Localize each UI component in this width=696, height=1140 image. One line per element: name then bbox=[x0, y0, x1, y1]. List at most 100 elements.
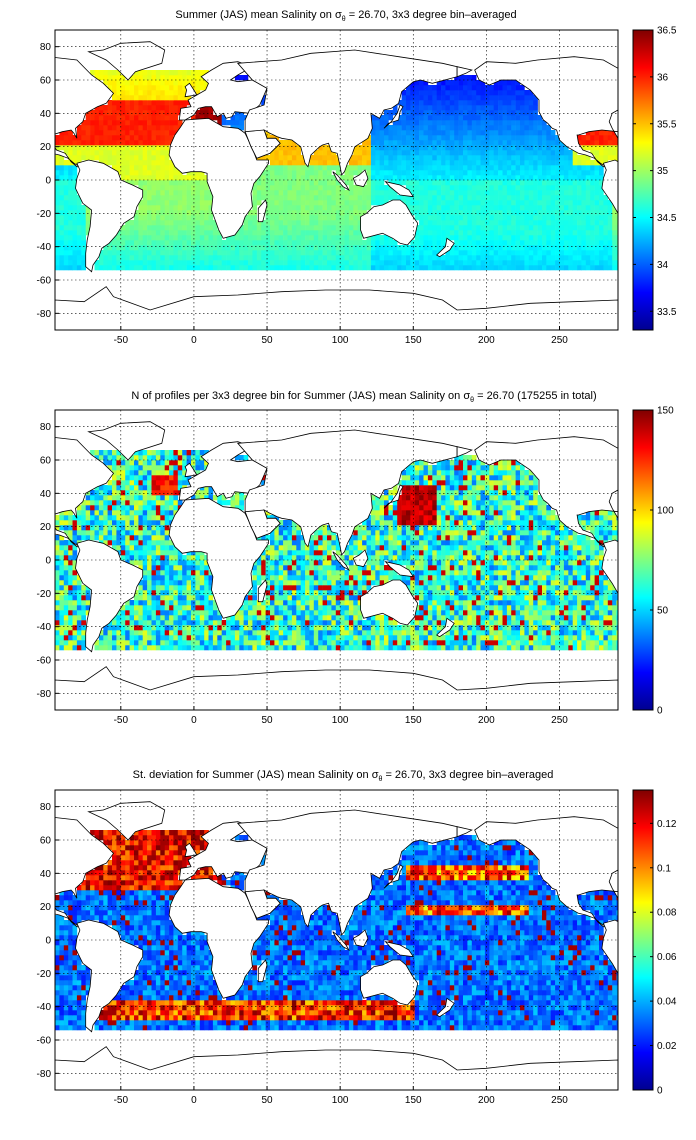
heat-cell bbox=[480, 175, 486, 181]
heat-cell bbox=[239, 260, 244, 266]
heat-cell bbox=[112, 155, 117, 161]
heat-cell bbox=[471, 160, 477, 166]
heat-cell bbox=[313, 210, 319, 216]
heat-cell bbox=[335, 245, 341, 251]
heat-cell bbox=[270, 640, 275, 646]
heat-cell bbox=[616, 235, 618, 241]
heat-cell bbox=[467, 120, 473, 126]
heat-cell bbox=[300, 205, 306, 211]
heat-cell bbox=[384, 630, 389, 636]
heat-cell bbox=[169, 175, 174, 181]
heat-cell bbox=[533, 110, 538, 116]
heat-cell bbox=[419, 595, 424, 601]
heat-cell bbox=[594, 245, 600, 251]
heat-cell bbox=[445, 210, 451, 216]
heat-cell bbox=[195, 210, 201, 216]
heat-cell bbox=[546, 235, 551, 241]
heat-cell bbox=[164, 175, 170, 181]
heat-cell bbox=[230, 250, 236, 256]
map-body bbox=[55, 30, 618, 330]
heat-cell bbox=[463, 115, 468, 121]
heat-cell bbox=[484, 85, 490, 91]
heat-cell bbox=[59, 130, 65, 136]
heat-cell bbox=[520, 230, 525, 236]
heat-cell bbox=[204, 255, 209, 261]
heat-cell bbox=[423, 105, 429, 111]
heat-cell bbox=[498, 190, 503, 196]
heat-cell bbox=[305, 605, 310, 611]
heat-cell bbox=[248, 615, 253, 621]
heat-cell bbox=[142, 70, 148, 76]
heat-cell bbox=[322, 175, 328, 181]
heat-cell bbox=[357, 230, 363, 236]
heat-cell bbox=[243, 595, 249, 601]
heat-cell bbox=[76, 595, 82, 601]
heat-cell bbox=[116, 610, 122, 616]
heat-cell bbox=[76, 260, 82, 266]
heat-cell bbox=[555, 205, 560, 211]
heat-cell bbox=[94, 260, 100, 266]
heat-cell bbox=[515, 185, 521, 191]
heat-cell bbox=[590, 620, 595, 626]
heat-cell bbox=[291, 595, 297, 601]
heat-cell bbox=[353, 250, 358, 256]
heat-cell bbox=[498, 130, 503, 136]
heat-cell bbox=[138, 75, 144, 81]
heat-cell bbox=[357, 260, 363, 266]
heat-cell bbox=[397, 120, 402, 126]
heat-cell bbox=[563, 240, 569, 246]
heat-cell bbox=[502, 245, 508, 251]
heat-cell bbox=[120, 150, 126, 156]
heat-cell bbox=[212, 225, 218, 231]
heat-cell bbox=[199, 260, 205, 266]
heat-cell bbox=[164, 105, 170, 111]
heat-cell bbox=[125, 610, 130, 616]
heat-cell bbox=[397, 180, 402, 186]
heat-cell bbox=[546, 225, 551, 231]
heat-cell bbox=[471, 245, 477, 251]
heat-cell bbox=[134, 70, 139, 76]
heat-cell bbox=[173, 120, 179, 126]
heat-cell bbox=[471, 610, 477, 616]
heat-cell bbox=[98, 265, 104, 271]
heat-cell bbox=[572, 245, 578, 251]
heat-cell bbox=[287, 595, 293, 601]
heat-cell bbox=[283, 185, 288, 191]
heat-cell bbox=[160, 85, 165, 91]
heat-cell bbox=[511, 120, 516, 126]
heat-cell bbox=[585, 595, 591, 601]
heat-cell bbox=[546, 140, 551, 146]
heat-cell bbox=[278, 180, 284, 186]
heat-cell bbox=[177, 220, 183, 226]
heat-cell bbox=[375, 130, 380, 136]
heat-cell bbox=[406, 145, 411, 151]
heat-cell bbox=[164, 255, 170, 261]
heat-cell bbox=[375, 180, 380, 186]
heat-cell bbox=[270, 255, 275, 261]
heat-cell bbox=[410, 150, 415, 156]
heat-cell bbox=[550, 235, 556, 241]
heat-cell bbox=[208, 210, 214, 216]
heat-cell bbox=[436, 215, 442, 221]
heat-cell bbox=[463, 215, 468, 221]
heat-cell bbox=[577, 160, 582, 166]
heat-cell bbox=[533, 115, 538, 121]
heat-cell bbox=[550, 240, 556, 246]
heat-cell bbox=[173, 105, 179, 111]
heat-cell bbox=[555, 210, 560, 216]
heat-cell bbox=[125, 635, 130, 641]
heat-cell bbox=[432, 255, 437, 261]
heat-cell bbox=[423, 200, 429, 206]
heat-cell bbox=[528, 155, 534, 161]
heat-cell bbox=[296, 200, 301, 206]
heat-cell bbox=[563, 615, 569, 621]
heat-cell bbox=[72, 230, 78, 236]
heat-cell bbox=[353, 145, 358, 151]
heat-cell bbox=[406, 200, 411, 206]
heat-cell bbox=[296, 255, 301, 261]
heat-cell bbox=[432, 215, 437, 221]
heat-cell bbox=[542, 180, 547, 186]
heat-cell bbox=[384, 165, 389, 171]
heat-cell bbox=[467, 85, 473, 91]
heat-cell bbox=[520, 265, 525, 271]
